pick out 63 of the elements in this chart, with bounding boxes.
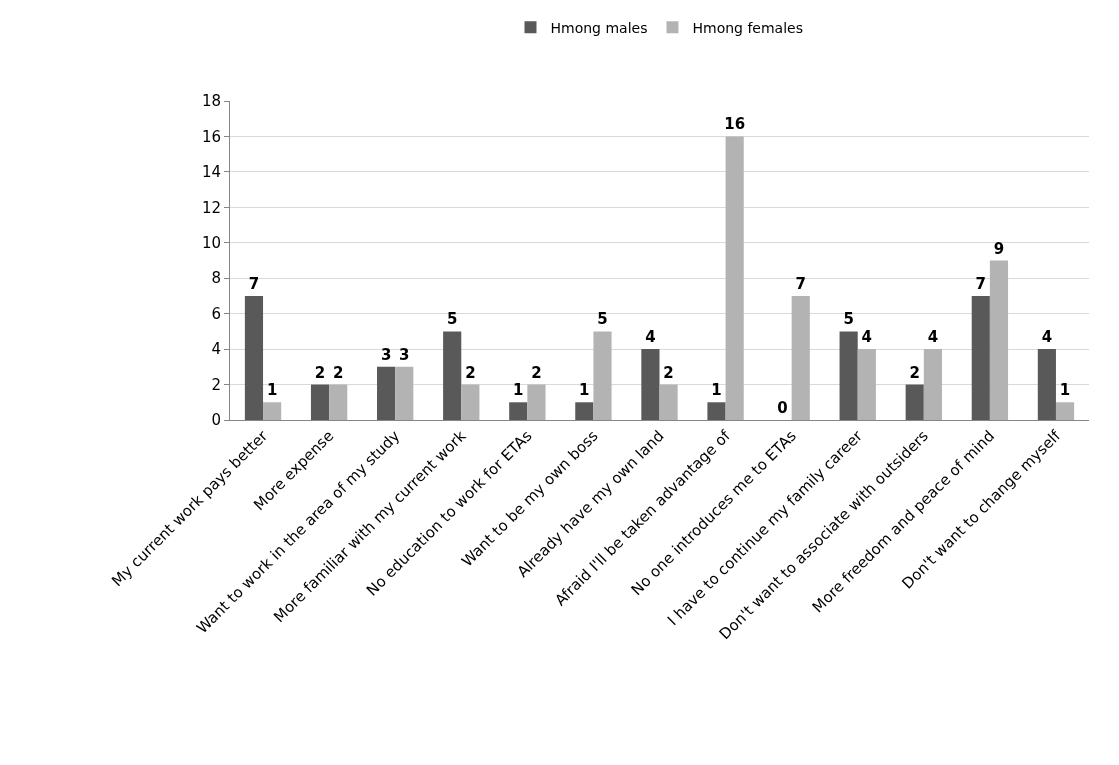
y-tick-label: 0 (211, 411, 221, 430)
data-label: 1 (1059, 381, 1071, 400)
legend-label: Hmong males (550, 19, 648, 36)
data-label: 9 (993, 239, 1005, 258)
data-label: 4 (1041, 328, 1053, 347)
y-tick-label: 2 (211, 375, 221, 394)
bar (839, 331, 858, 420)
data-label: 2 (314, 363, 326, 382)
bar (1037, 349, 1056, 420)
data-label: 0 (777, 399, 788, 417)
data-label: 1 (513, 381, 524, 400)
data-label: 1 (579, 381, 590, 400)
bar (659, 384, 678, 420)
data-label: 16 (724, 115, 746, 134)
bar (244, 295, 264, 420)
data-label: 4 (645, 328, 656, 347)
y-tick-label: 6 (211, 304, 221, 323)
bar (575, 402, 594, 420)
data-label: 4 (927, 328, 939, 347)
bar (509, 402, 528, 420)
data-label: 5 (597, 310, 608, 329)
y-tick-label: 18 (201, 92, 221, 111)
y-tick-label: 8 (211, 269, 221, 288)
legend-label: Hmong females (692, 19, 803, 36)
y-tick-label: 10 (201, 234, 221, 253)
data-label: 2 (531, 363, 542, 382)
data-label: 3 (380, 345, 392, 364)
data-label: 1 (711, 381, 722, 400)
bar (641, 349, 660, 420)
bar (310, 384, 330, 420)
data-label: 2 (663, 363, 674, 382)
data-label: 3 (399, 345, 410, 364)
bar (989, 260, 1009, 420)
y-tick-label: 16 (201, 127, 221, 146)
bar (971, 295, 990, 420)
bar (1055, 402, 1075, 420)
y-tick-label: 14 (201, 163, 221, 182)
bar (263, 402, 282, 420)
bar (527, 384, 546, 420)
data-label: 2 (332, 363, 344, 382)
bar (593, 331, 612, 420)
bar (377, 366, 396, 420)
data-label: 7 (975, 274, 987, 293)
bar (395, 366, 414, 420)
bar (857, 349, 876, 420)
bar (725, 136, 744, 420)
data-label: 4 (861, 328, 873, 347)
bar (329, 384, 348, 420)
bar (461, 384, 480, 420)
bar (707, 402, 726, 420)
data-label: 7 (248, 274, 260, 293)
data-label: 5 (843, 310, 854, 329)
data-label: 2 (465, 363, 476, 382)
y-tick-label: 4 (211, 340, 221, 359)
data-label: 2 (909, 363, 920, 382)
data-label: 5 (446, 310, 458, 329)
y-tick-label: 12 (201, 198, 221, 217)
bar (905, 384, 924, 420)
bar (923, 349, 942, 420)
data-label: 7 (795, 274, 806, 293)
bar (443, 331, 462, 420)
bar (791, 295, 810, 420)
data-label: 1 (266, 381, 278, 400)
